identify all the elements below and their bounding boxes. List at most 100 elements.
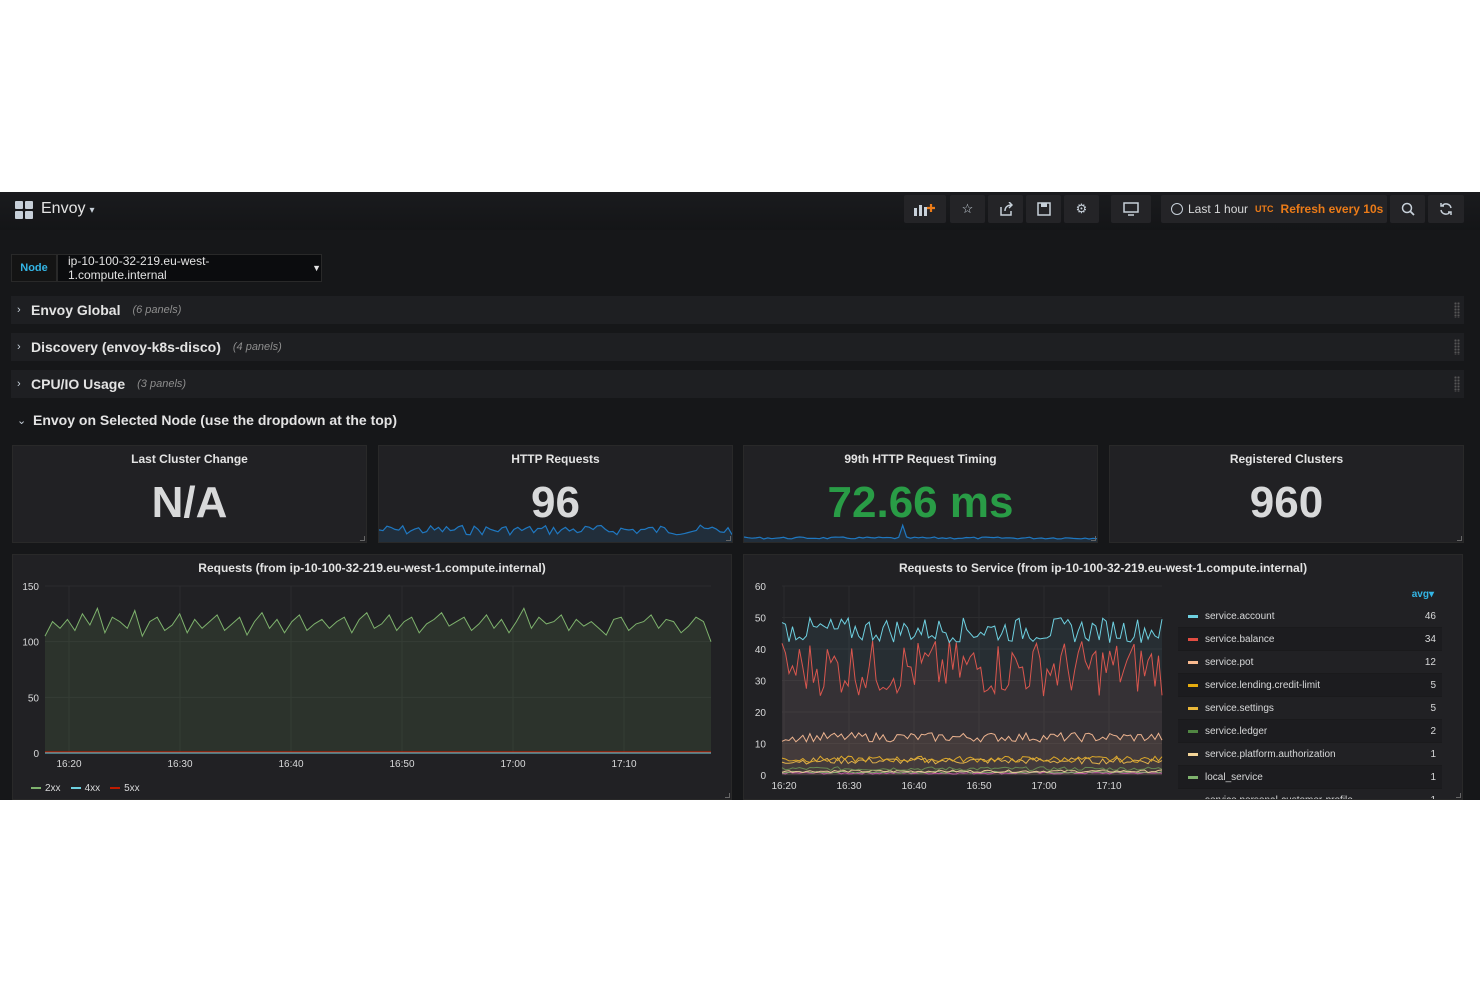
legend-avg-value: 12 — [1424, 656, 1436, 668]
panel-title[interactable]: Registered Clusters — [1229, 452, 1344, 466]
refresh-interval-label: Refresh every 10s — [1280, 202, 1384, 216]
panel-title[interactable]: Last Cluster Change — [131, 452, 248, 466]
y-tick-label: 50 — [28, 693, 40, 704]
legend-item-2xx[interactable]: 2xx — [31, 783, 61, 794]
node-variable-label: Node — [11, 254, 57, 282]
stat-panel-99th-timing[interactable]: 99th HTTP Request Timing 72.66 ms — [743, 445, 1098, 543]
sparkline-line — [744, 523, 1097, 540]
legend-swatch — [1188, 752, 1198, 756]
legend-label: 5xx — [124, 783, 140, 794]
resize-handle-icon[interactable] — [726, 536, 731, 541]
panel-title[interactable]: HTTP Requests — [511, 452, 600, 466]
settings-button[interactable]: ⚙ — [1064, 195, 1099, 223]
x-tick-label: 17:00 — [1031, 781, 1056, 792]
x-tick-label: 16:20 — [771, 781, 796, 792]
zoom-out-button[interactable] — [1390, 195, 1425, 223]
legend-item[interactable]: service.lending.credit-limit 5 — [1178, 674, 1442, 697]
legend-item[interactable]: service.settings 5 — [1178, 697, 1442, 720]
stat-panel-http-requests[interactable]: HTTP Requests 96 — [378, 445, 733, 543]
add-panel-button[interactable] — [904, 195, 946, 223]
legend-item[interactable]: service.pot 12 — [1178, 651, 1442, 674]
service-legend-table: avg▾ service.account 46 service.balance 34 s… — [1178, 589, 1442, 799]
dashboard-grid-icon[interactable] — [15, 201, 33, 219]
chevron-down-icon: ⌄ — [17, 414, 27, 427]
star-button[interactable]: ☆ — [950, 195, 985, 223]
row-title: Envoy Global — [31, 302, 121, 318]
legend-item-4xx[interactable]: 4xx — [70, 783, 101, 794]
legend-item-5xx[interactable]: 5xx — [110, 783, 140, 794]
resize-handle-icon[interactable] — [1091, 536, 1096, 541]
legend-label: service.pot — [1205, 656, 1254, 668]
legend-avg-header[interactable]: avg▾ — [1178, 589, 1442, 605]
series-area — [782, 640, 1162, 775]
row-panel-count: (4 panels) — [232, 341, 282, 353]
legend-avg-value: 1 — [1430, 771, 1436, 783]
x-tick-label: 16:40 — [901, 781, 926, 792]
drag-handle-icon[interactable] — [1454, 376, 1460, 392]
legend-item[interactable]: service.personal-customer-profile 1 — [1178, 789, 1442, 799]
drag-handle-icon[interactable] — [1454, 339, 1460, 355]
x-tick-label: 17:10 — [611, 759, 636, 770]
legend-item[interactable]: service.account 46 — [1178, 605, 1442, 628]
legend-item[interactable]: service.platform.authorization 1 — [1178, 743, 1442, 766]
y-tick-label: 50 — [755, 614, 767, 625]
series-line — [781, 640, 1163, 697]
legend-label: service.account — [1205, 610, 1275, 622]
x-tick-label: 17:00 — [500, 759, 525, 770]
row-cpu-io[interactable]: › CPU/IO Usage (3 panels) — [11, 370, 1464, 398]
legend-label: 4xx — [84, 783, 101, 794]
panel-title[interactable]: Requests to Service (from ip-10-100-32-2… — [898, 561, 1308, 575]
stat-panel-last-cluster-change[interactable]: Last Cluster Change N/A — [12, 445, 367, 543]
share-button[interactable] — [988, 195, 1023, 223]
x-tick-label: 16:50 — [389, 759, 414, 770]
legend-swatch — [1188, 614, 1198, 618]
legend-item[interactable]: local_service 1 — [1178, 766, 1442, 789]
legend-swatch — [1188, 706, 1198, 710]
graph-panel-requests-to-service[interactable]: Requests to Service (from ip-10-100-32-2… — [743, 554, 1463, 800]
requests-to-service-chart: 0 10 20 30 40 50 60 16:20 16:30 16:40 16:50 17:00 17… — [755, 582, 1163, 792]
series-area — [782, 617, 1162, 775]
graph-panel-requests[interactable]: Requests (from ip-10-100-32-219.eu-west-… — [12, 554, 732, 800]
panel-title[interactable]: 99th HTTP Request Timing — [844, 452, 997, 466]
panel-title[interactable]: Requests (from ip-10-100-32-219.eu-west-… — [198, 561, 546, 575]
resize-handle-icon[interactable] — [1456, 793, 1461, 798]
dashboard-title[interactable]: Envoy ▾ — [41, 200, 95, 218]
refresh-icon — [1440, 203, 1452, 215]
sort-desc-icon: ▾ — [1428, 589, 1434, 600]
legend-swatch — [1188, 637, 1198, 641]
row-envoy-selected-node[interactable]: ⌄ Envoy on Selected Node (use the dropdo… — [11, 406, 397, 434]
series-line — [781, 766, 1163, 772]
resize-handle-icon[interactable] — [1457, 536, 1462, 541]
drag-handle-icon[interactable] — [1454, 302, 1460, 318]
time-picker[interactable]: Last 1 hour UTC Refresh every 10s — [1161, 195, 1387, 223]
legend-item[interactable]: service.balance 34 — [1178, 628, 1442, 651]
legend-item[interactable]: service.ledger 2 — [1178, 720, 1442, 743]
y-tick-label: 0 — [33, 749, 39, 760]
row-panel-count: (3 panels) — [137, 378, 187, 390]
series-area — [782, 732, 1162, 775]
share-icon — [999, 202, 1013, 216]
tv-mode-button[interactable] — [1111, 195, 1151, 223]
dashboard-title-text: Envoy — [41, 200, 86, 217]
series-line-2xx — [44, 606, 712, 642]
row-discovery[interactable]: › Discovery (envoy-k8s-disco) (4 panels) — [11, 333, 1464, 361]
chevron-right-icon: › — [17, 341, 21, 353]
resize-handle-icon[interactable] — [725, 793, 730, 798]
row-envoy-global[interactable]: › Envoy Global (6 panels) — [11, 296, 1464, 324]
sparkline-area — [379, 525, 732, 542]
save-button[interactable] — [1026, 195, 1061, 223]
refresh-button[interactable] — [1428, 195, 1464, 223]
legend-label: service.settings — [1205, 702, 1274, 714]
add-panel-icon — [914, 204, 935, 216]
stat-panel-registered-clusters[interactable]: Registered Clusters 960 — [1109, 445, 1464, 543]
sparkline — [379, 524, 732, 542]
node-variable-dropdown[interactable]: ip-10-100-32-219.eu-west-1.compute.inter… — [57, 254, 322, 282]
y-tick-label: 60 — [755, 582, 767, 593]
resize-handle-icon[interactable] — [360, 536, 365, 541]
navbar: Envoy ▾ ☆ ⚙ Last 1 hour UTC Refresh every… — [0, 192, 1480, 230]
legend-avg-value: 1 — [1430, 748, 1436, 760]
gear-icon: ⚙ — [1075, 201, 1088, 216]
legend-avg-value: 5 — [1430, 679, 1436, 691]
legend-label: service.platform.authorization — [1205, 748, 1336, 760]
series-line — [781, 755, 1163, 764]
